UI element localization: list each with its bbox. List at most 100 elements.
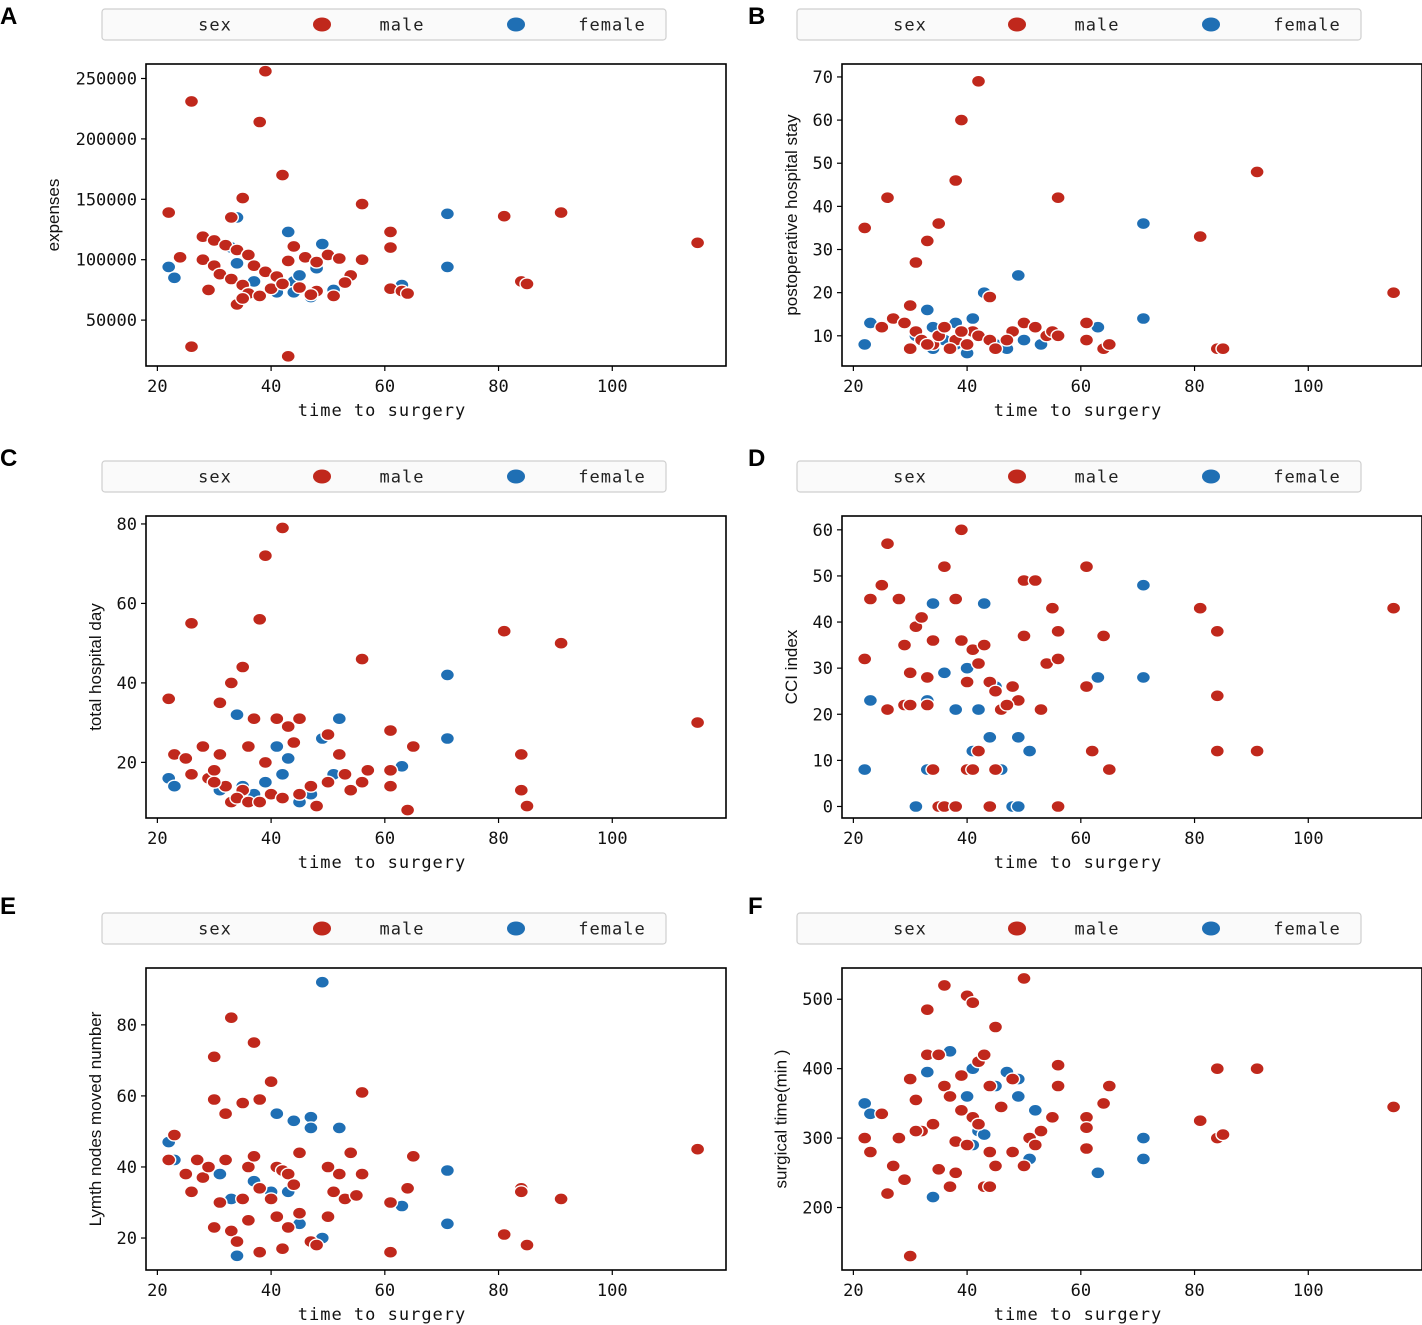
point-male [200, 1160, 217, 1174]
point-male [993, 1100, 1009, 1114]
point-male [257, 755, 274, 770]
point-male [172, 250, 188, 264]
point-male [919, 1003, 935, 1017]
point-female [1010, 268, 1026, 283]
point-male [1192, 229, 1208, 244]
legend-label-male: male [1075, 16, 1120, 36]
point-male [1027, 320, 1044, 334]
point-male [263, 1192, 279, 1206]
point-female [976, 596, 992, 611]
point-male [999, 333, 1015, 347]
point-male [857, 1131, 873, 1145]
y-tick-label: 200000 [76, 130, 137, 150]
x-axis-label: time to surgery [994, 1305, 1163, 1325]
y-tick-label: 40 [813, 613, 833, 633]
point-male [1050, 1079, 1066, 1093]
point-male [274, 168, 291, 182]
point-male [519, 799, 535, 813]
point-male [874, 578, 890, 592]
point-female [1135, 578, 1152, 592]
point-male [183, 340, 200, 354]
point-male [965, 996, 981, 1010]
point-male [874, 320, 890, 334]
point-male [320, 1160, 336, 1174]
legend: sex male female [796, 912, 1362, 945]
point-male [942, 1179, 958, 1194]
point-female [280, 751, 296, 766]
point-male [166, 1128, 183, 1142]
point-male [320, 775, 336, 789]
y-tick-label: 10 [813, 751, 833, 771]
point-male [982, 1145, 998, 1159]
point-male [200, 283, 217, 297]
x-tick-label: 80 [1184, 1281, 1204, 1301]
legend-title: sex [893, 920, 927, 940]
point-male [1050, 624, 1066, 638]
point-male [223, 1011, 240, 1025]
point-male [1027, 573, 1044, 588]
point-male [908, 255, 924, 270]
point-male [343, 783, 359, 797]
point-male [195, 253, 211, 267]
point-male [519, 277, 535, 291]
point-female [1135, 1131, 1152, 1145]
point-male [1050, 1058, 1066, 1072]
y-tick-label: 60 [813, 521, 833, 541]
point-male [246, 1035, 262, 1050]
point-female [1010, 730, 1026, 744]
point-male [223, 1224, 240, 1238]
point-male [513, 783, 529, 797]
point-male [896, 638, 913, 652]
point-male [1004, 1072, 1021, 1086]
point-male [1192, 601, 1208, 615]
point-male [953, 324, 970, 339]
point-male [252, 795, 268, 809]
point-male [553, 1192, 569, 1206]
point-female [919, 303, 935, 317]
point-male [229, 1234, 245, 1249]
y-tick-label: 20 [813, 705, 833, 725]
point-male [399, 286, 416, 301]
point-male [257, 64, 274, 78]
plot-frame [841, 515, 1422, 819]
legend-label-female: female [578, 16, 645, 36]
point-male [223, 676, 240, 690]
point-male [982, 799, 998, 814]
point-male [246, 1149, 262, 1164]
legend-box [796, 8, 1362, 41]
panel-letter: F [748, 893, 763, 920]
point-female [439, 207, 456, 221]
point-male [919, 670, 935, 685]
point-male [1027, 1138, 1044, 1152]
point-male [354, 197, 370, 211]
point-male [1209, 744, 1226, 758]
point-male [874, 1107, 890, 1121]
point-male [519, 1238, 535, 1252]
point-male [382, 779, 399, 793]
legend: sex male female [101, 912, 667, 945]
point-male [902, 298, 918, 313]
point-male [1016, 1159, 1032, 1173]
point-male [1192, 1113, 1208, 1128]
point-female [303, 1121, 319, 1135]
x-tick-label: 40 [261, 1281, 281, 1301]
point-male [919, 234, 935, 248]
point-male [902, 342, 918, 356]
point-male [206, 763, 222, 777]
point-male [160, 692, 177, 706]
point-male [206, 1220, 222, 1235]
y-axis-label: surgical time(min ) [772, 1050, 791, 1189]
point-male [354, 253, 370, 267]
point-female [439, 731, 456, 746]
point-male [953, 113, 970, 127]
point-male [382, 225, 399, 239]
x-tick-label: 80 [1184, 377, 1204, 397]
point-male [1050, 799, 1066, 814]
point-female [925, 1190, 941, 1204]
point-male [240, 1213, 257, 1228]
point-female [439, 260, 456, 274]
legend-label-female: female [1273, 16, 1340, 36]
point-male [160, 205, 177, 220]
point-male [269, 712, 285, 726]
